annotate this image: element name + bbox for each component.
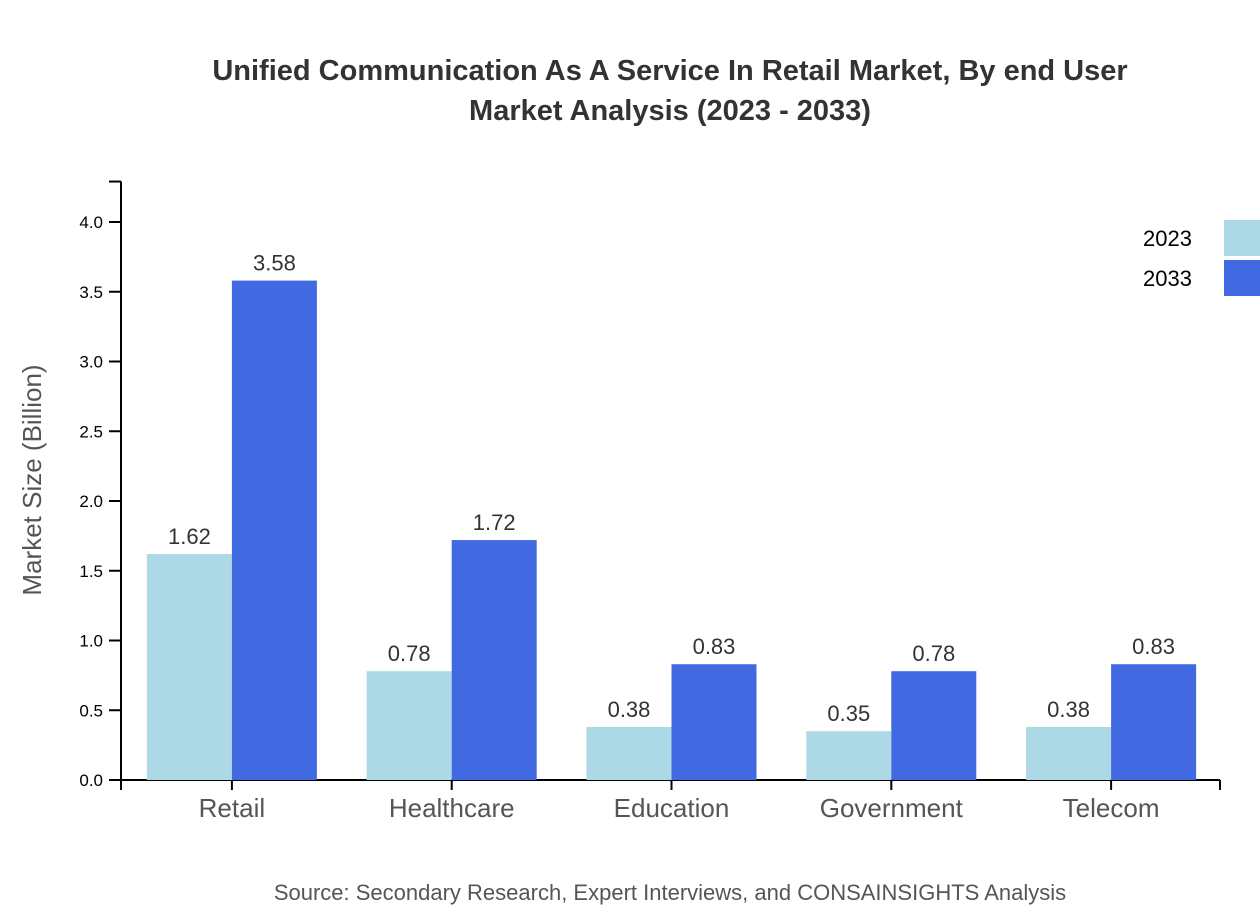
bar-2033-retail xyxy=(231,280,317,780)
legend-label: 2023 xyxy=(1143,226,1192,251)
legend-swatch xyxy=(1224,220,1260,256)
bar-2033-government xyxy=(891,671,977,780)
data-label: 0.35 xyxy=(827,701,870,726)
bar-2023-telecom xyxy=(1026,726,1112,780)
bar-2023-education xyxy=(586,726,672,780)
data-label: 0.78 xyxy=(388,641,431,666)
x-tick-label: Government xyxy=(820,793,964,823)
legend-label: 2033 xyxy=(1143,266,1192,291)
y-tick-label: 4.0 xyxy=(79,213,103,232)
source-note: Source: Secondary Research, Expert Inter… xyxy=(274,880,1066,905)
bar-2033-education xyxy=(671,664,757,780)
legend-swatch xyxy=(1224,260,1260,296)
y-axis-label: Market Size (Billion) xyxy=(17,364,47,595)
data-label: 0.38 xyxy=(1047,697,1090,722)
data-label: 0.83 xyxy=(693,634,736,659)
data-label: 0.38 xyxy=(608,697,651,722)
x-tick-label: Healthcare xyxy=(389,793,515,823)
y-tick-label: 3.0 xyxy=(79,353,103,372)
bars: 1.62 3.58 0.78 1.72 0.38 0.83 0.35 0.78 0.38 0.83 xyxy=(146,251,1197,780)
y-tick-label: 2.0 xyxy=(79,492,103,511)
y-tick-label: 0.0 xyxy=(79,771,103,790)
data-label: 1.62 xyxy=(168,524,211,549)
chart-title-line-2: Market Analysis (2023 - 2033) xyxy=(469,95,871,127)
bar-2023-government xyxy=(806,731,892,780)
y-tick-label: 2.5 xyxy=(79,422,103,441)
y-tick-label: 3.5 xyxy=(79,283,103,302)
bar-2033-healthcare xyxy=(451,540,537,780)
data-label: 1.72 xyxy=(473,510,516,535)
x-tick-label: Education xyxy=(614,793,730,823)
bar-2023-healthcare xyxy=(366,671,452,780)
x-tick-label: Retail xyxy=(199,793,265,823)
legend: 2023 2033 xyxy=(1143,220,1260,296)
x-tick-label: Telecom xyxy=(1063,793,1160,823)
data-label: 3.58 xyxy=(253,251,296,276)
y-tick-label: 1.0 xyxy=(79,632,103,651)
bar-2033-telecom xyxy=(1111,664,1197,780)
bar-2023-retail xyxy=(146,554,232,780)
data-label: 0.83 xyxy=(1132,634,1175,659)
chart-title-line-1: Unified Communication As A Service In Re… xyxy=(212,55,1127,87)
data-label: 0.78 xyxy=(912,641,955,666)
y-tick-label: 0.5 xyxy=(79,701,103,720)
y-tick-label: 1.5 xyxy=(79,562,103,581)
